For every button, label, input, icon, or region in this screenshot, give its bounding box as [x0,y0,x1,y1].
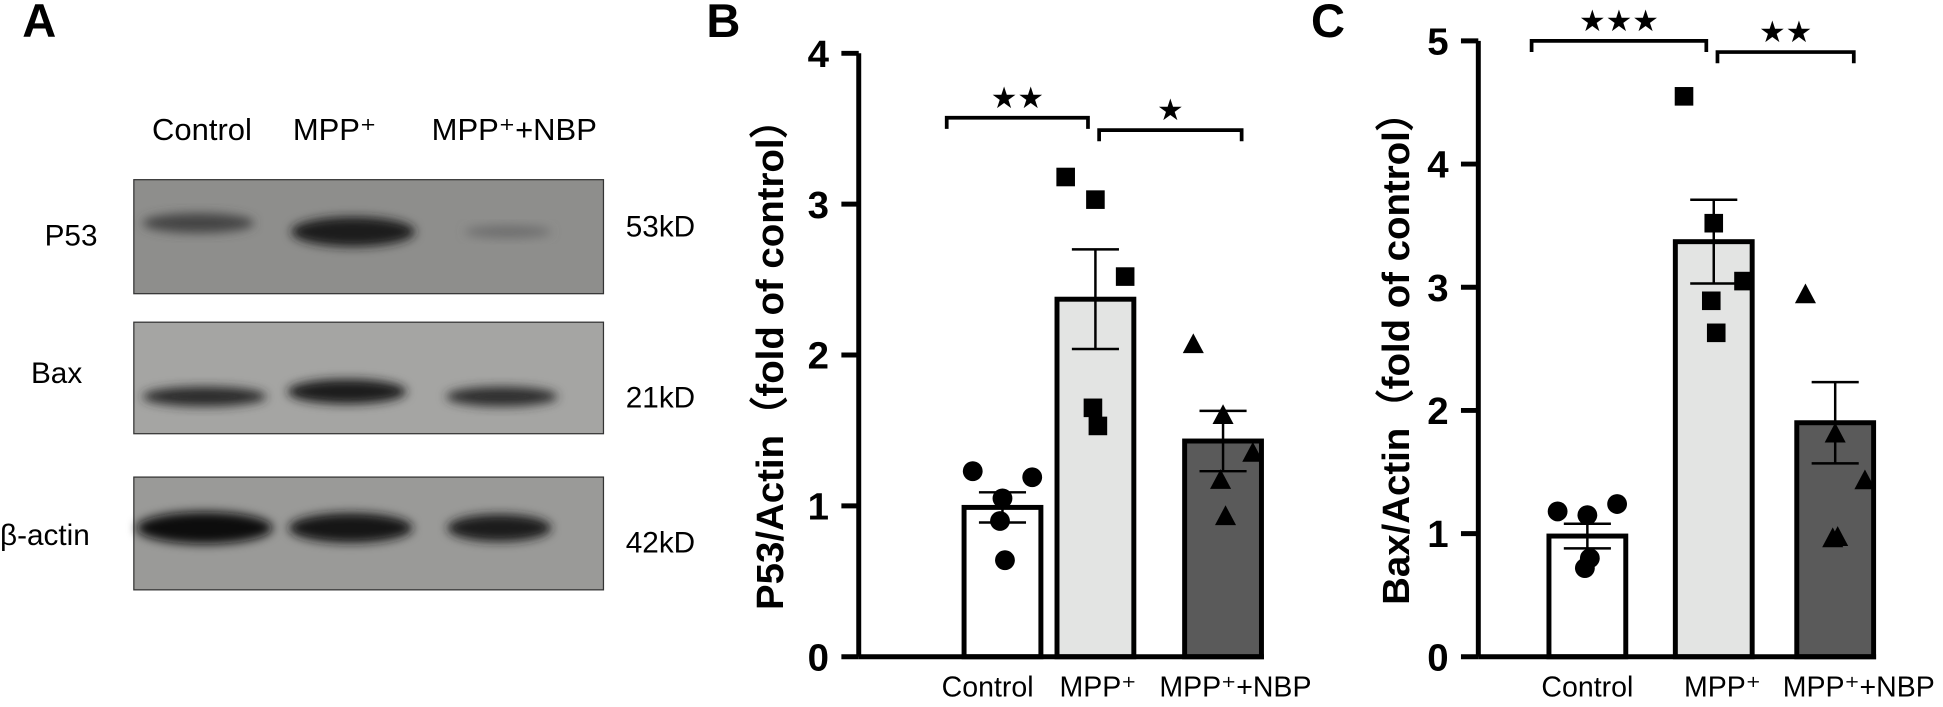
significance-bracket [1715,50,1856,64]
data-point [1115,267,1135,286]
significance-bracket [1097,128,1244,142]
y-tick-label: 4 [1427,144,1449,187]
y-tick-label: 3 [1427,267,1448,310]
data-point [1547,501,1568,522]
y-tick-label: 2 [1427,390,1448,433]
panel-label: B [706,0,740,47]
y-tick-label: 3 [808,184,829,227]
data-point [1022,467,1043,488]
error-bar [1071,248,1119,351]
data-point [1827,526,1849,546]
significance-label: ★★ [1759,16,1812,49]
size-label: 21kD [626,382,695,415]
y-axis-label: Bax/Actin（fold of control） [1375,93,1418,605]
band [142,386,267,407]
blot-strip [133,321,605,435]
band [142,213,255,233]
y-axis-label: P53/Actin（fold of control） [749,100,792,610]
lane-label: MPP⁺+NBP [432,112,597,147]
significance-bracket [1529,39,1709,53]
significance-label: ★ [1157,94,1184,127]
y-tick-label: 4 [808,33,830,76]
band [288,513,413,543]
size-label: 42kD [626,527,695,560]
data-point [1212,404,1234,425]
data-point [1577,505,1598,526]
band [446,386,558,407]
data-point [990,511,1010,531]
x-tick-label: Control [1541,671,1633,702]
data-point [1607,494,1628,514]
y-tick-label: 2 [808,335,829,378]
data-point [1088,416,1108,436]
data-point [1214,505,1237,526]
error-bar [1690,198,1738,285]
bar [1182,438,1264,660]
band [136,511,273,544]
size-label: 53kD [626,211,695,244]
data-point [1854,469,1876,490]
row-label: Bax [31,357,82,390]
data-point [1242,441,1264,462]
lane-label: Control [152,112,252,147]
row-label: β-actin [0,519,90,552]
blot-panel: A Control MPP⁺ MPP⁺+NBP P53 Bax β-actin … [0,0,695,591]
x-tick-label: MPP⁺ [1684,671,1761,702]
data-point [995,550,1015,571]
x-tick-label: MPP⁺+NBP [1159,671,1311,702]
data-point [1579,548,1600,569]
data-point [1706,323,1726,343]
x-tick-label: Control [942,671,1034,702]
data-point [1734,271,1753,291]
y-tick-label: 1 [808,486,829,529]
bar [1054,296,1137,660]
data-point [1210,469,1232,489]
significance-label: ★★ [991,82,1044,115]
data-point [1086,190,1105,209]
data-point [1182,333,1204,354]
data-point [1083,398,1103,418]
data-point [962,461,983,482]
data-point [1056,167,1075,187]
significance-bracket [944,115,1090,129]
panel-label: A [22,0,56,47]
bar [961,504,1044,660]
y-tick-label: 0 [808,636,829,679]
data-point [1824,422,1846,443]
significance-label: ★★★ [1579,5,1659,38]
lane-label: MPP⁺ [293,112,376,147]
panel-label: C [1311,0,1345,47]
band [447,514,552,542]
data-point [992,488,1013,509]
band [287,379,407,404]
row-label: P53 [45,219,98,252]
data-point [1794,283,1816,304]
data-point [1701,291,1721,311]
band [291,216,416,247]
y-tick-label: 5 [1427,21,1448,64]
band [464,225,552,238]
data-point [1704,213,1724,233]
y-tick-label: 1 [1427,513,1448,556]
data-point [1674,87,1694,106]
x-tick-label: MPP⁺ [1059,671,1136,702]
y-tick-label: 0 [1427,636,1448,679]
x-tick-label: MPP⁺+NBP [1783,671,1935,702]
